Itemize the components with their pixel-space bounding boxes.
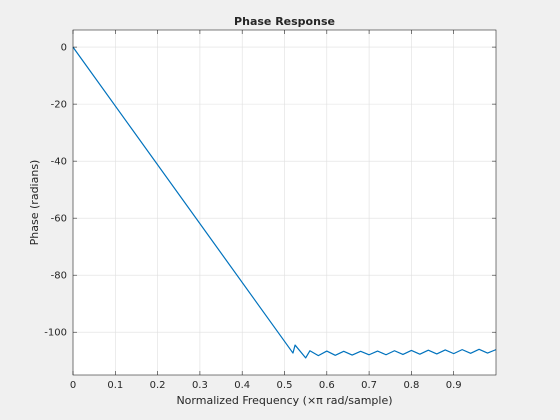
ticks: 0 0.1 0.2 0.3 0.4 0.5 0.6 0.7 0.8 0.9 0 -20 -40 -60 -8… <box>44 30 496 391</box>
grid <box>72 30 496 375</box>
y-tick-label: -40 <box>51 157 67 168</box>
x-tick-label: 0.8 <box>403 380 419 391</box>
x-tick-label: 0.5 <box>277 380 293 391</box>
x-tick-label: 0.9 <box>446 380 462 391</box>
chart-title: Phase Response <box>234 15 335 28</box>
x-tick-label: 0.3 <box>192 380 208 391</box>
x-axis-label: Normalized Frequency (×π rad/sample) <box>176 394 392 407</box>
phase-series-line[interactable] <box>72 46 497 359</box>
x-tick-label: 0.1 <box>107 380 123 391</box>
x-tick-label: 0.4 <box>234 380 250 391</box>
y-axis-label: Phase (radians) <box>28 160 41 246</box>
y-tick-label: -80 <box>51 271 67 282</box>
x-tick-label: 0.2 <box>150 380 166 391</box>
x-tick-label: 0.6 <box>319 380 335 391</box>
y-tick-label: -100 <box>44 328 67 339</box>
x-tick-label: 0 <box>70 380 76 391</box>
series-layer <box>72 46 497 359</box>
x-tick-label: 0.7 <box>361 380 377 391</box>
y-tick-label: 0 <box>61 43 67 54</box>
y-tick-label: -20 <box>51 100 67 111</box>
y-tick-label: -60 <box>51 214 67 225</box>
